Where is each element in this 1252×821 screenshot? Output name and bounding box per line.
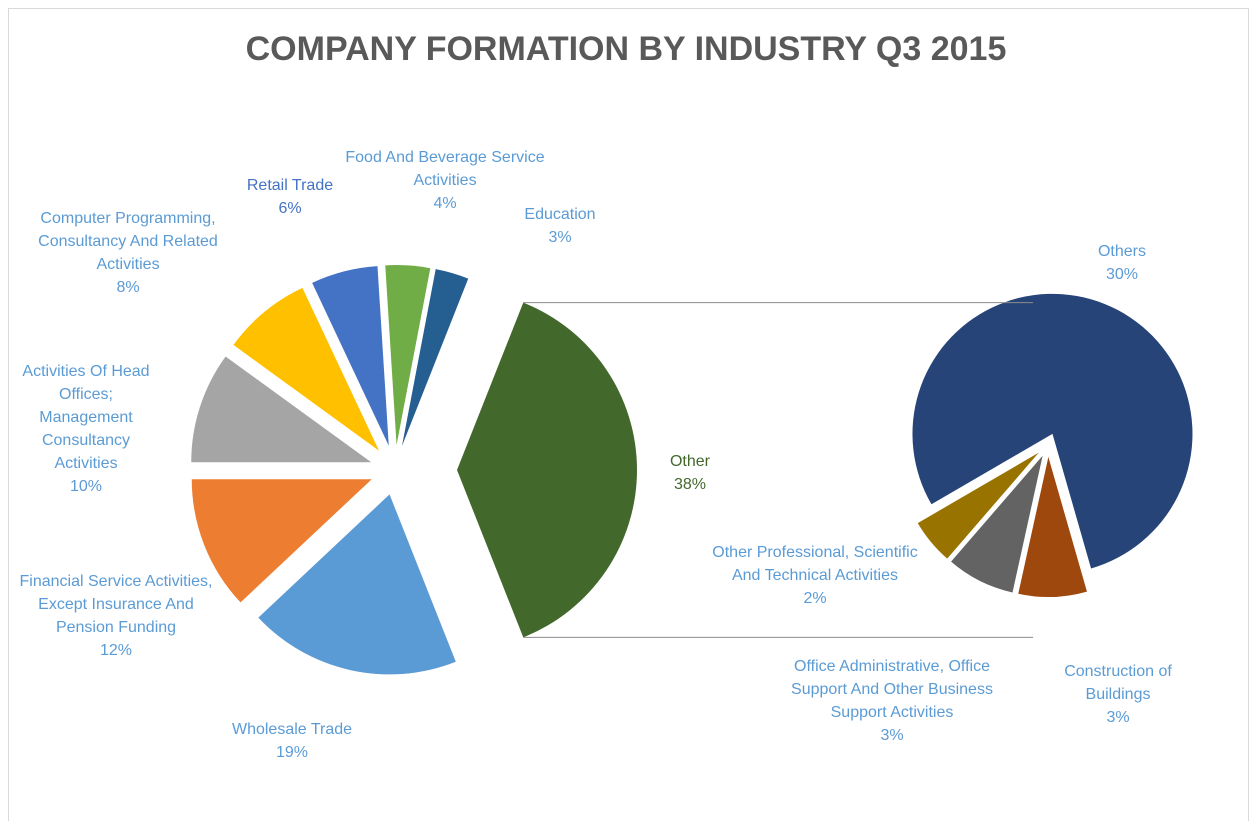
- data-label: Other Professional, Scientific And Techn…: [710, 541, 920, 610]
- data-label: Food And Beverage Service Activities 4%: [335, 146, 555, 215]
- value-label: 12%: [99, 642, 133, 659]
- data-label: Office Administrative, Office Support An…: [772, 655, 1012, 747]
- value-label: 6%: [278, 200, 302, 217]
- value-label: 8%: [116, 279, 140, 296]
- pie-slice: [917, 452, 1039, 559]
- value-label: 19%: [275, 744, 309, 761]
- data-label: Financial Service Activities, Except Ins…: [11, 570, 221, 662]
- data-label: Activities Of Head Offices; Management C…: [21, 360, 151, 498]
- category-label: Wholesale Trade: [231, 721, 353, 738]
- category-label: Others: [1097, 243, 1146, 260]
- pie-slice: [385, 265, 431, 446]
- category-label: Activities Of Head Offices; Management C…: [22, 363, 150, 472]
- value-label: 3%: [880, 727, 904, 744]
- pie-slice: [191, 356, 372, 463]
- value-label: 10%: [69, 478, 103, 495]
- value-label: 3%: [1106, 709, 1130, 726]
- chart-frame: [8, 8, 1249, 821]
- pie-slice: [233, 287, 380, 451]
- data-label: Education 3%: [490, 203, 630, 249]
- value-label: 30%: [1105, 266, 1139, 283]
- category-label: Construction of Buildings: [1064, 663, 1172, 703]
- category-label: Retail Trade: [246, 177, 334, 194]
- data-label: Wholesale Trade 19%: [172, 718, 412, 764]
- data-label: Construction of Buildings 3%: [1033, 660, 1203, 729]
- category-label: Other: [669, 453, 710, 470]
- value-label: 38%: [673, 476, 707, 493]
- data-label: Other 38%: [650, 450, 730, 496]
- value-label: 3%: [548, 229, 572, 246]
- pie-slice: [951, 455, 1043, 593]
- category-label: Food And Beverage Service Activities: [345, 149, 545, 189]
- value-label: 4%: [433, 195, 457, 212]
- pie-slice: [258, 494, 456, 675]
- pie-slice: [191, 479, 372, 603]
- category-label: Other Professional, Scientific And Techn…: [712, 544, 918, 584]
- value-label: 2%: [803, 590, 827, 607]
- category-label: Financial Service Activities, Except Ins…: [19, 573, 213, 636]
- pie-slice: [1018, 456, 1087, 597]
- pie-slice: [912, 293, 1193, 569]
- data-label: Computer Programming, Consultancy And Re…: [13, 207, 243, 299]
- category-label: Office Administrative, Office Support An…: [791, 658, 993, 721]
- category-label: Computer Programming, Consultancy And Re…: [38, 210, 218, 273]
- data-label: Retail Trade 6%: [215, 174, 365, 220]
- pie-slice: [312, 266, 389, 446]
- chart-title: COMPANY FORMATION BY INDUSTRY Q3 2015: [245, 30, 1007, 68]
- pie-slice: [401, 269, 469, 446]
- pie-slice: [457, 302, 637, 638]
- data-label: Others 30%: [1072, 240, 1172, 286]
- category-label: Education: [524, 206, 596, 223]
